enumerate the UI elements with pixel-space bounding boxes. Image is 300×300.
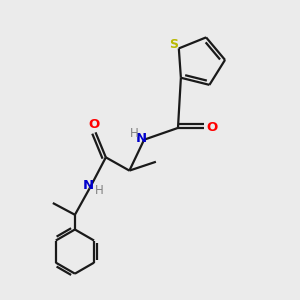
Text: O: O [207,122,218,134]
Text: N: N [82,179,94,192]
Text: N: N [136,132,147,145]
Text: O: O [88,118,100,131]
Text: H: H [95,184,103,196]
Text: H: H [130,127,139,140]
Text: S: S [169,38,178,51]
